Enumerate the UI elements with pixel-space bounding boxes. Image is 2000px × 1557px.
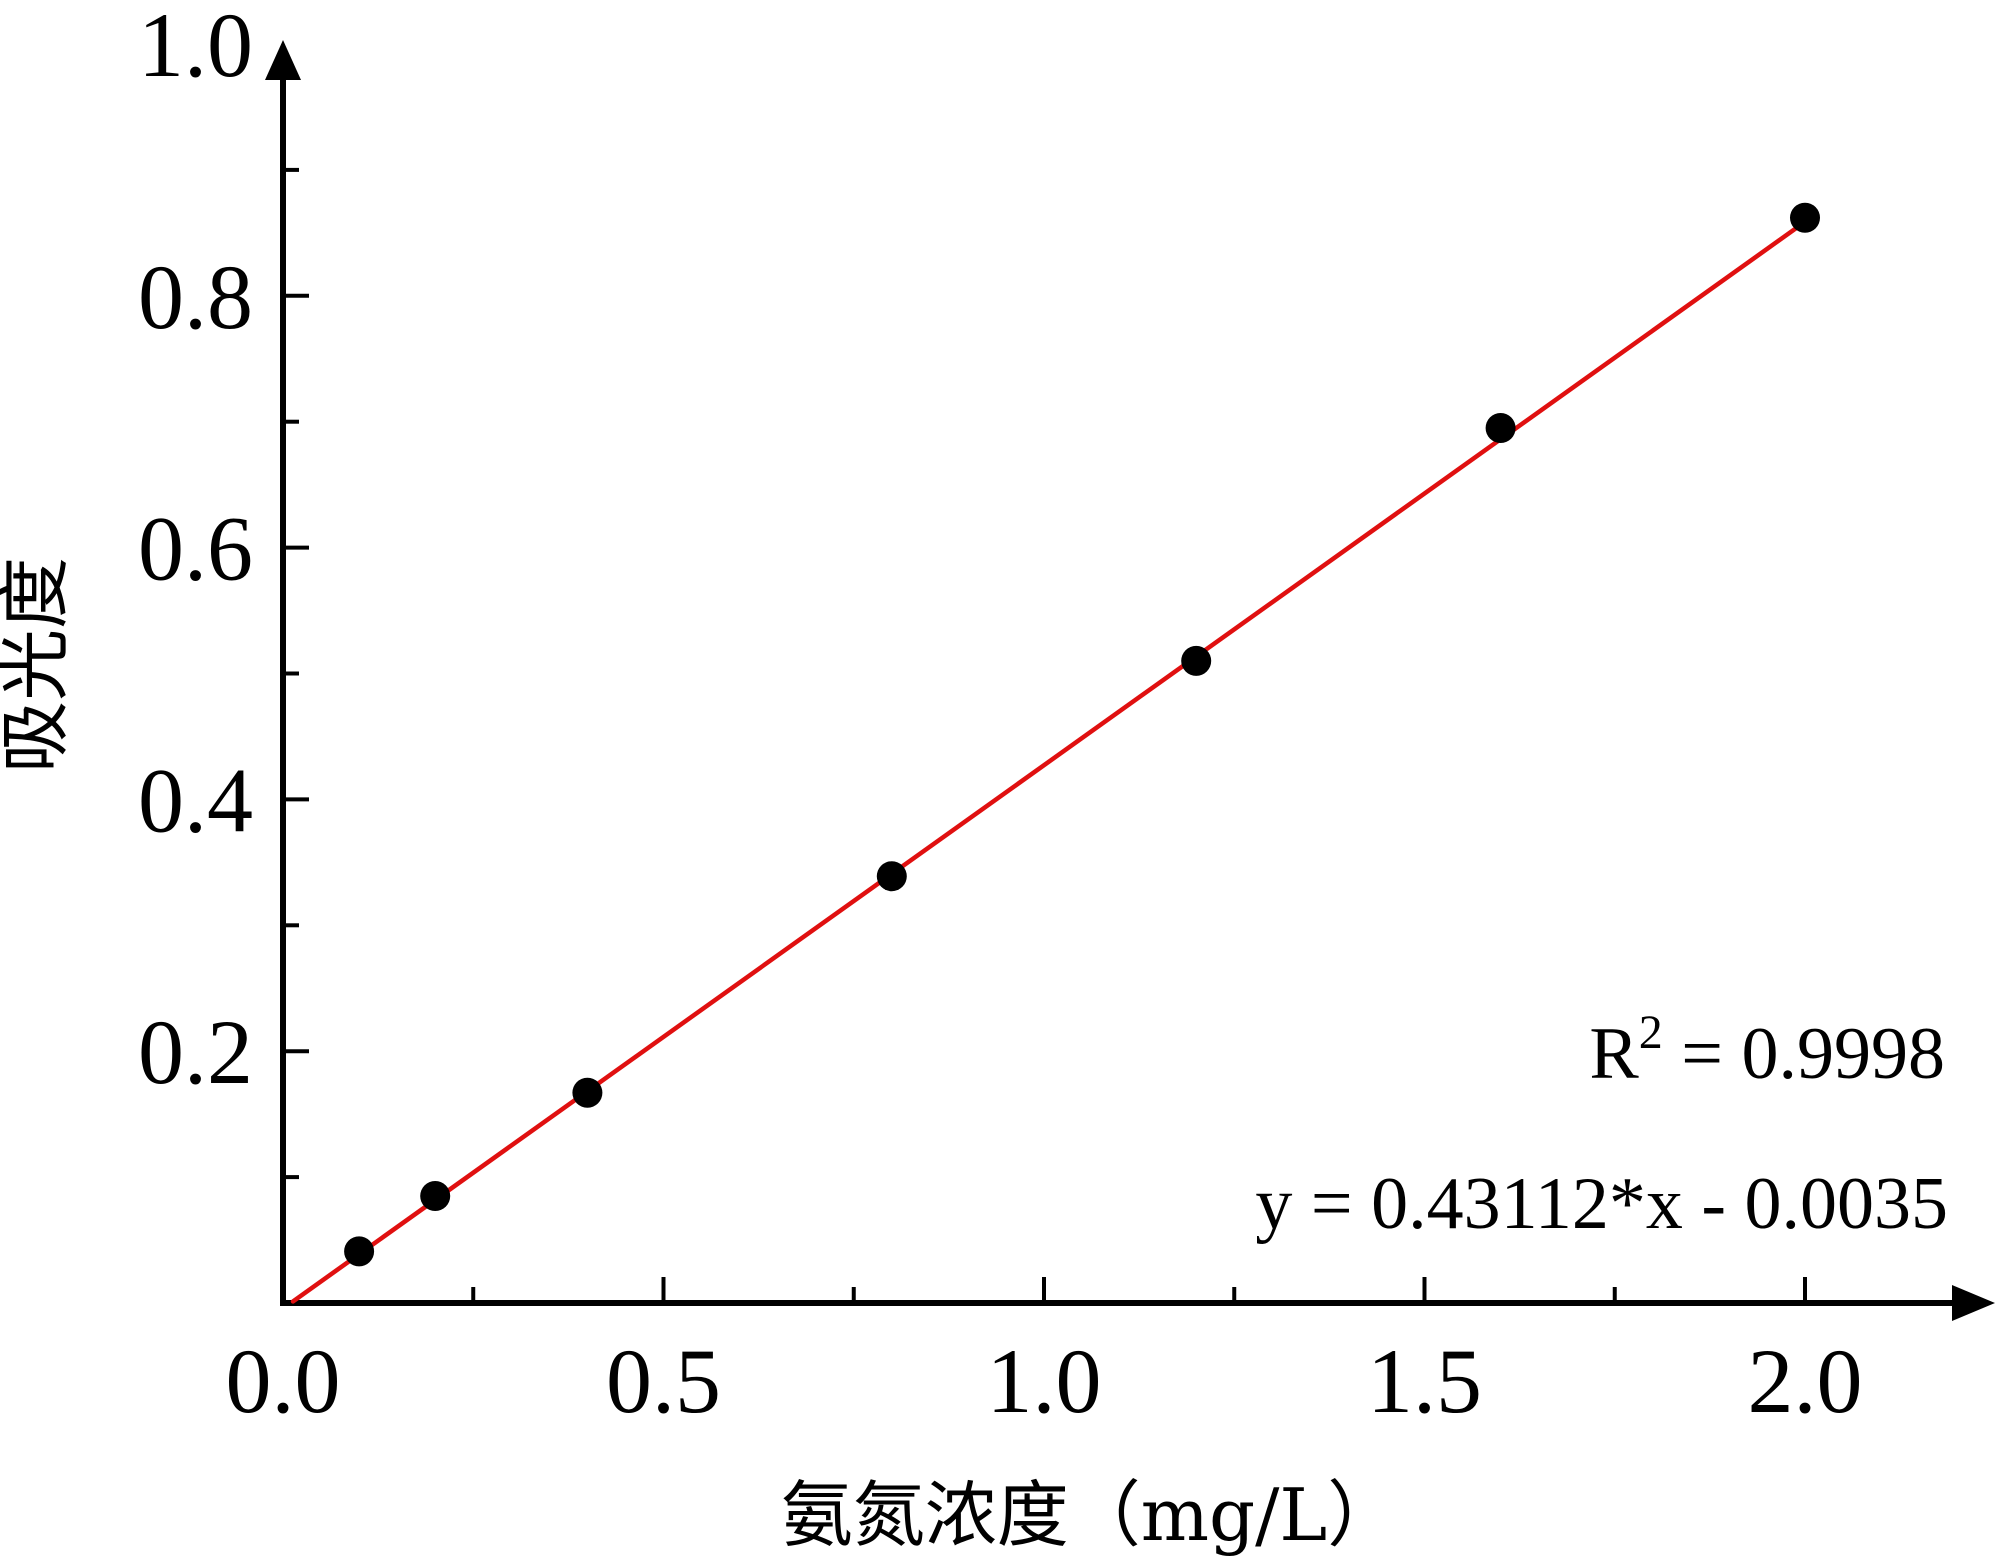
x-tick-label: 1.0 (987, 1330, 1102, 1432)
data-point (1181, 645, 1212, 676)
axes (265, 40, 1995, 1321)
tick-labels-layer: 0.0 0.5 1.0 1.5 2.0 0.2 0.4 0.6 0.8 1.0 (138, 0, 1863, 1432)
y-tick-label: 0.4 (138, 749, 253, 851)
y-tick-label: 0.2 (138, 1001, 253, 1103)
data-point (1485, 412, 1516, 443)
data-point (344, 1236, 375, 1267)
equation-annotation: y = 0.43112*x - 0.0035 (1255, 1163, 1948, 1245)
data-points-layer (344, 202, 1820, 1267)
r2-prefix: R (1589, 1013, 1639, 1095)
x-tick-label: 2.0 (1748, 1330, 1863, 1432)
y-axis-arrow (265, 40, 301, 80)
fit-line (290, 219, 1808, 1304)
y-tick-label: 0.6 (138, 498, 253, 600)
x-tick-label: 1.5 (1367, 1330, 1482, 1432)
data-point (572, 1077, 603, 1108)
y-axis-title: 吸光度 (0, 557, 77, 773)
y-tick-label: 1.0 (138, 0, 253, 96)
data-point (420, 1180, 451, 1211)
r-squared-annotation: R2 = 0.9998 (1589, 1006, 1945, 1095)
x-axis-arrow (1952, 1285, 1995, 1321)
x-tick-label: 0.5 (606, 1330, 721, 1432)
fit-line-layer (290, 219, 1808, 1304)
r2-superscript: 2 (1639, 1006, 1663, 1059)
data-point (876, 861, 907, 892)
data-point (1790, 202, 1820, 233)
y-tick-label: 0.8 (138, 246, 253, 348)
x-axis-title: 氨氮浓度（mg/L） (781, 1473, 1399, 1557)
r2-value: = 0.9998 (1663, 1013, 1945, 1095)
x-tick-label: 0.0 (226, 1330, 341, 1432)
